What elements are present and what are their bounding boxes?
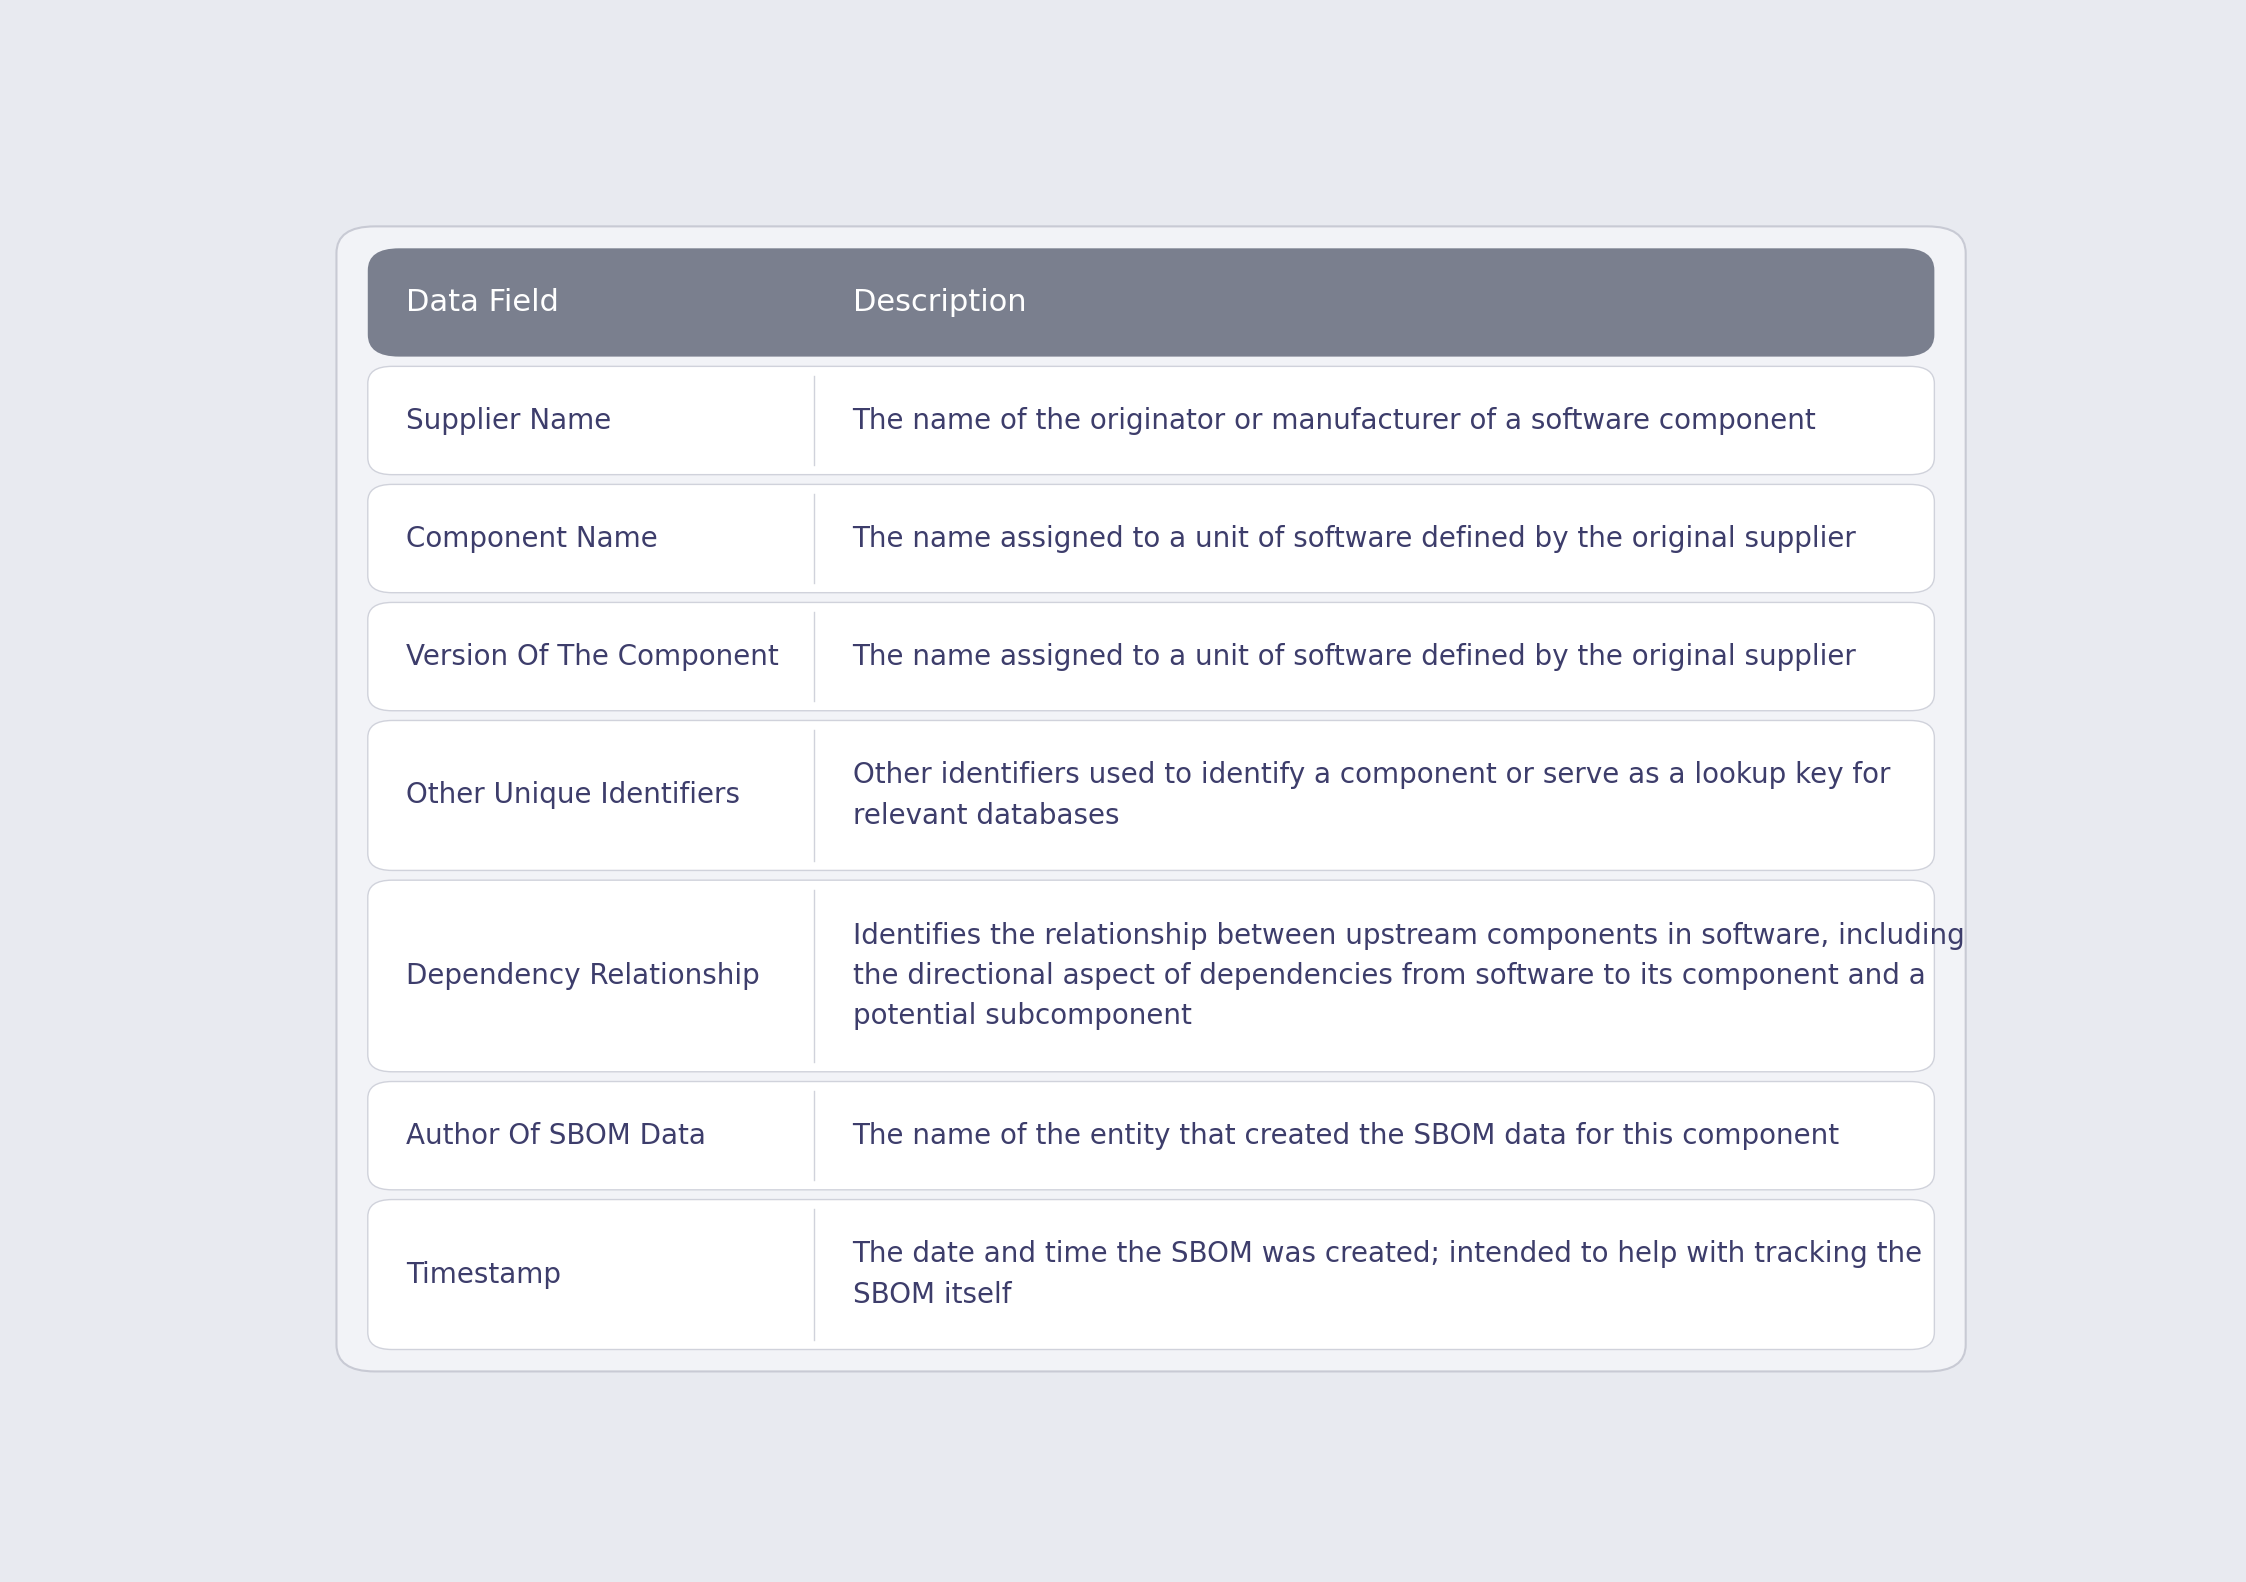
- Text: Identifies the relationship between upstream components in software, including
t: Identifies the relationship between upst…: [853, 922, 1965, 1030]
- Text: The name assigned to a unit of software defined by the original supplier: The name assigned to a unit of software …: [853, 642, 1857, 671]
- Text: Other Unique Identifiers: Other Unique Identifiers: [407, 782, 741, 810]
- FancyBboxPatch shape: [368, 484, 1934, 593]
- FancyBboxPatch shape: [337, 226, 1965, 1372]
- FancyBboxPatch shape: [368, 880, 1934, 1071]
- Text: Component Name: Component Name: [407, 525, 658, 552]
- Text: Author Of SBOM Data: Author Of SBOM Data: [407, 1122, 705, 1150]
- Text: Timestamp: Timestamp: [407, 1261, 562, 1288]
- FancyBboxPatch shape: [368, 367, 1934, 475]
- Text: The date and time the SBOM was created; intended to help with tracking the
SBOM : The date and time the SBOM was created; …: [853, 1240, 1923, 1308]
- FancyBboxPatch shape: [368, 603, 1934, 710]
- Text: Dependency Relationship: Dependency Relationship: [407, 962, 759, 990]
- Text: Data Field: Data Field: [407, 288, 559, 316]
- Text: The name of the entity that created the SBOM data for this component: The name of the entity that created the …: [853, 1122, 1839, 1150]
- FancyBboxPatch shape: [368, 720, 1934, 870]
- FancyBboxPatch shape: [368, 1199, 1934, 1349]
- Text: Other identifiers used to identify a component or serve as a lookup key for
rele: Other identifiers used to identify a com…: [853, 761, 1891, 829]
- Text: The name of the originator or manufacturer of a software component: The name of the originator or manufactur…: [853, 407, 1817, 435]
- Text: Description: Description: [853, 288, 1026, 316]
- FancyBboxPatch shape: [368, 248, 1934, 356]
- Text: The name assigned to a unit of software defined by the original supplier: The name assigned to a unit of software …: [853, 525, 1857, 552]
- FancyBboxPatch shape: [368, 1082, 1934, 1190]
- Text: Supplier Name: Supplier Name: [407, 407, 611, 435]
- Text: Version Of The Component: Version Of The Component: [407, 642, 779, 671]
